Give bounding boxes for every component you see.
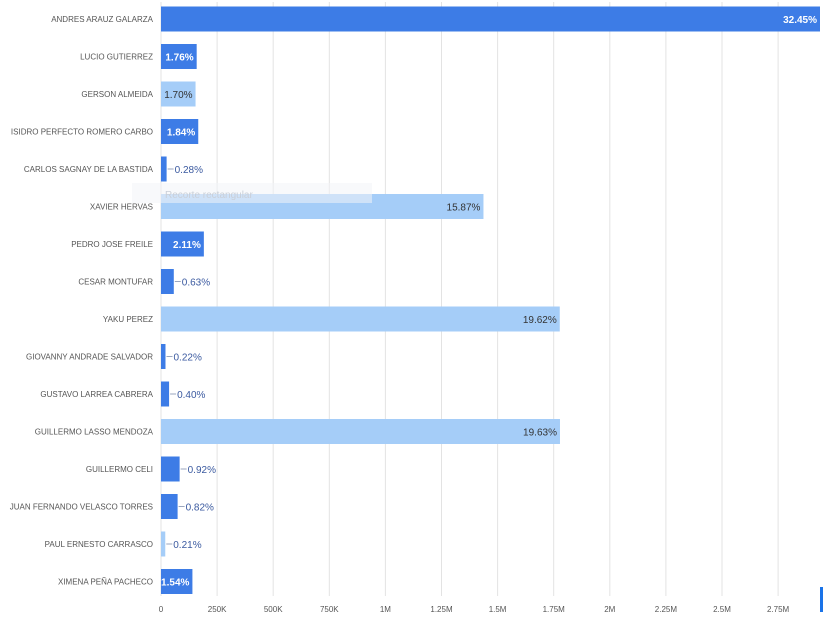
bar[interactable] [161,419,560,444]
data-label: 19.63% [523,428,557,439]
x-tick-label: 2M [604,605,615,614]
bar-row[interactable]: YAKU PEREZ 19.62% [103,306,560,332]
bar-row[interactable]: LUCIO GUTIERREZ 1.76% [80,44,197,69]
gridlines [160,2,779,596]
bar-row[interactable]: PAUL ERNESTO CARRASCO 0.21% [45,531,202,557]
bar[interactable] [161,81,196,107]
category-label: GUILLERMO CELI [86,465,153,474]
scroll-indicator[interactable] [820,587,823,612]
bar[interactable] [161,231,204,257]
data-label: 0.40% [177,390,205,401]
data-label: 0.63% [182,278,210,289]
bar-row[interactable]: GERSON ALMEIDA 1.70% [81,81,196,107]
category-label: YAKU PEREZ [103,315,153,324]
bar[interactable] [161,456,180,482]
bar[interactable] [161,344,166,369]
category-label: GUILLERMO LASSO MENDOZA [35,428,154,437]
x-tick-label: 1M [380,605,391,614]
bar[interactable] [161,494,178,519]
bar[interactable] [161,269,174,294]
category-label: GERSON ALMEIDA [81,90,153,99]
category-label: JUAN FERNANDO VELASCO TORRES [10,503,153,512]
bar-row[interactable]: JUAN FERNANDO VELASCO TORRES 0.82% [10,494,214,519]
bar-row[interactable]: PEDRO JOSE FREILE 2.11% [71,231,204,257]
data-label: 0.82% [186,503,214,514]
bar-row[interactable]: GUILLERMO CELI 0.92% [86,456,216,482]
screenshot-overlay: Recorte rectangular [132,183,372,203]
data-label: 15.87% [447,203,481,214]
x-tick-label: 2.25M [655,605,678,614]
bar-row[interactable]: GIOVANNY ANDRADE SALVADOR 0.22% [26,344,202,369]
category-label: XAVIER HERVAS [90,203,153,212]
bar[interactable] [161,569,193,594]
x-tick-label: 2.5M [713,605,731,614]
data-label: 1.84% [167,128,195,139]
bar[interactable] [161,44,197,69]
x-tick-label: 250K [208,605,227,614]
x-tick-label: 500K [264,605,283,614]
bar[interactable] [161,156,167,182]
data-label: 2.11% [173,240,201,251]
data-label: 0.22% [173,353,201,364]
x-tick-label: 1.75M [543,605,566,614]
bar-row[interactable]: ANDRES ARAUZ GALARZA 32.45% [51,6,820,32]
bar-row[interactable]: GUSTAVO LARREA CABRERA 0.40% [40,381,206,407]
data-label: 1.54% [161,578,189,589]
data-label: 0.92% [188,465,216,476]
category-label: GUSTAVO LARREA CABRERA [40,390,153,399]
x-axis: 0 250K 500K 750K 1M 1.25M 1.5M 1.75M 2M 2.25M 2.5M… [159,605,790,614]
category-label: PEDRO JOSE FREILE [71,240,153,249]
data-label: 19.62% [523,315,557,326]
bar[interactable] [161,531,166,557]
data-label: 0.28% [175,165,203,176]
data-label: 1.70% [164,90,192,101]
bar-row[interactable]: CESAR MONTUFAR 0.63% [78,269,210,294]
bar-row[interactable]: XIMENA PEÑA PACHECO 1.54% [58,569,193,594]
bar[interactable] [161,119,199,144]
bar-row[interactable]: CARLOS SAGNAY DE LA BASTIDA 0.28% [24,156,203,182]
bar[interactable] [161,6,820,32]
x-tick-label: 750K [320,605,339,614]
category-label: CESAR MONTUFAR [78,278,153,287]
data-label: 0.21% [173,540,201,551]
category-label: XIMENA PEÑA PACHECO [58,578,153,587]
x-tick-label: 2.75M [767,605,790,614]
x-tick-label: 1.5M [489,605,507,614]
x-tick-label: 0 [159,605,164,614]
bar[interactable] [161,381,170,407]
category-label: GIOVANNY ANDRADE SALVADOR [26,353,153,362]
x-tick-label: 1.25M [430,605,453,614]
bar[interactable] [161,306,560,332]
category-label: CARLOS SAGNAY DE LA BASTIDA [24,165,154,174]
data-label: 1.76% [165,53,193,64]
bars: ANDRES ARAUZ GALARZA 32.45% LUCIO GUTIERRE… [10,6,820,594]
category-label: LUCIO GUTIERREZ [80,53,153,62]
category-label: ANDRES ARAUZ GALARZA [51,15,153,24]
snip-tooltip-box [132,183,372,203]
snip-tooltip-text: Recorte rectangular [165,190,253,201]
category-label: PAUL ERNESTO CARRASCO [45,540,153,549]
category-label: ISIDRO PERFECTO ROMERO CARBO [11,128,153,137]
bar-row[interactable]: GUILLERMO LASSO MENDOZA 19.63% [35,419,560,444]
bar-row[interactable]: ISIDRO PERFECTO ROMERO CARBO 1.84% [11,119,199,144]
data-label: 32.45% [783,15,817,26]
